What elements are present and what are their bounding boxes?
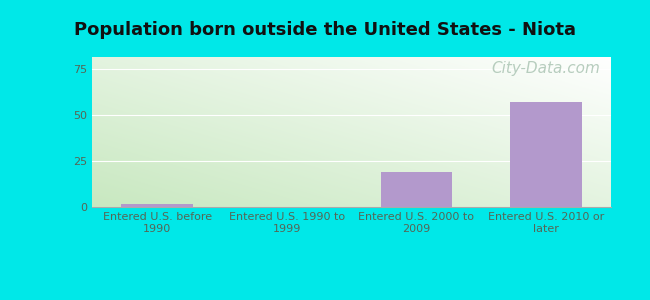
Bar <box>510 103 582 207</box>
Text: Population born outside the United States - Niota: Population born outside the United State… <box>74 21 576 39</box>
Bar <box>122 204 193 207</box>
Bar <box>381 172 452 207</box>
Text: City-Data.com: City-Data.com <box>492 61 601 76</box>
